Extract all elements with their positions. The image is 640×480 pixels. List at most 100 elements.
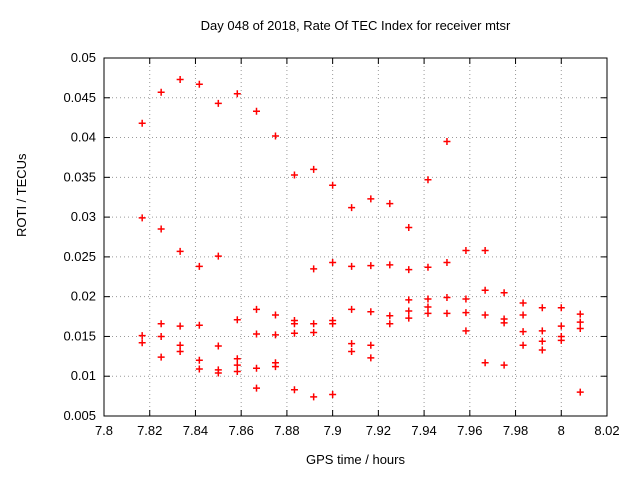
data-point-marker: [138, 214, 146, 222]
data-point-marker: [557, 336, 565, 344]
data-point-marker: [538, 327, 546, 335]
data-point-marker: [271, 331, 279, 339]
plot-frame: [103, 57, 608, 417]
data-point-marker: [367, 341, 375, 349]
data-point-marker: [462, 327, 470, 335]
data-point-marker: [157, 332, 165, 340]
data-point-marker: [195, 365, 203, 373]
y-tick-label: 0.03: [71, 209, 96, 224]
y-tick-label: 0.02: [71, 289, 96, 304]
data-point-marker: [386, 200, 394, 208]
data-point-marker: [557, 322, 565, 330]
y-tick-label: 0.015: [63, 328, 96, 343]
data-point-marker: [348, 204, 356, 212]
data-point-marker: [214, 342, 222, 350]
data-point-marker: [538, 337, 546, 345]
data-point-marker: [253, 107, 260, 115]
x-tick-label: 7.9: [324, 423, 342, 438]
y-tick-label: 0.01: [71, 368, 96, 383]
data-point-marker: [557, 304, 565, 312]
data-point-marker: [367, 308, 375, 316]
data-point-marker: [405, 223, 413, 231]
data-point-marker: [271, 311, 279, 319]
chart-title: Day 048 of 2018, Rate Of TEC Index for r…: [200, 18, 511, 33]
data-point-marker: [176, 247, 184, 255]
data-point-marker: [576, 324, 584, 332]
data-point-marker: [443, 138, 451, 146]
y-tick-label: 0.005: [63, 408, 96, 423]
data-point-marker: [348, 262, 356, 270]
data-point-marker: [443, 258, 451, 266]
data-point-marker: [253, 384, 260, 392]
data-point-marker: [290, 171, 298, 179]
data-point-marker: [367, 354, 375, 362]
data-point-marker: [348, 305, 356, 313]
data-point-marker: [157, 225, 165, 233]
x-tick-label: 7.84: [183, 423, 208, 438]
data-point-marker: [462, 295, 470, 303]
data-point-marker: [253, 364, 260, 372]
data-point-marker: [576, 318, 584, 326]
data-point-marker: [519, 328, 527, 336]
data-point-marker: [405, 314, 413, 322]
data-point-marker: [233, 367, 241, 375]
x-tick-label: 8.02: [594, 423, 619, 438]
data-point-marker: [233, 361, 241, 369]
data-point-marker: [481, 247, 489, 255]
data-point-marker: [481, 359, 489, 367]
data-point-marker: [367, 262, 375, 270]
data-point-marker: [405, 266, 413, 274]
data-point-marker: [233, 316, 241, 324]
data-point-marker: [519, 299, 527, 307]
data-point-marker: [424, 303, 432, 311]
data-point-marker: [348, 340, 356, 348]
data-point-marker: [157, 88, 165, 96]
x-tick-label: 7.8: [95, 423, 113, 438]
x-tick-label: 7.82: [137, 423, 162, 438]
data-point-marker: [176, 341, 184, 349]
data-point-marker: [500, 319, 508, 327]
data-point-marker: [271, 132, 279, 140]
data-point-marker: [443, 293, 451, 301]
data-point-marker: [424, 309, 432, 317]
data-point-marker: [386, 261, 394, 269]
data-point-marker: [481, 311, 489, 319]
data-point-marker: [195, 262, 203, 270]
data-point-marker: [214, 369, 222, 377]
data-point-marker: [310, 265, 318, 273]
data-point-marker: [386, 312, 394, 320]
data-point-marker: [424, 176, 432, 184]
data-point-marker: [386, 320, 394, 328]
data-point-marker: [138, 332, 146, 340]
data-point-marker: [462, 309, 470, 317]
data-point-marker: [176, 75, 184, 83]
data-point-marker: [138, 339, 146, 347]
data-point-marker: [157, 353, 165, 361]
x-tick-label: 7.98: [503, 423, 528, 438]
data-point-marker: [310, 165, 318, 173]
y-tick-label: 0.025: [63, 249, 96, 264]
data-point-marker: [519, 341, 527, 349]
y-tick-label: 0.045: [63, 90, 96, 105]
data-point-marker: [367, 195, 375, 203]
data-point-marker: [290, 320, 298, 328]
data-point-marker: [195, 80, 203, 88]
x-axis-label: GPS time / hours: [306, 452, 405, 467]
data-point-marker: [405, 307, 413, 315]
data-point-marker: [500, 289, 508, 297]
data-point-marker: [290, 386, 298, 394]
y-tick-label: 0.035: [63, 169, 96, 184]
x-tick-label: 7.86: [229, 423, 254, 438]
data-point-marker: [195, 321, 203, 329]
x-tick-label: 7.96: [457, 423, 482, 438]
data-point-marker: [233, 355, 241, 363]
data-point-marker: [500, 361, 508, 369]
data-point-marker: [253, 305, 260, 313]
x-tick-label: 7.88: [274, 423, 299, 438]
data-point-marker: [176, 348, 184, 356]
data-point-marker: [138, 119, 146, 127]
data-point-marker: [424, 295, 432, 303]
x-tick-label: 7.94: [411, 423, 436, 438]
